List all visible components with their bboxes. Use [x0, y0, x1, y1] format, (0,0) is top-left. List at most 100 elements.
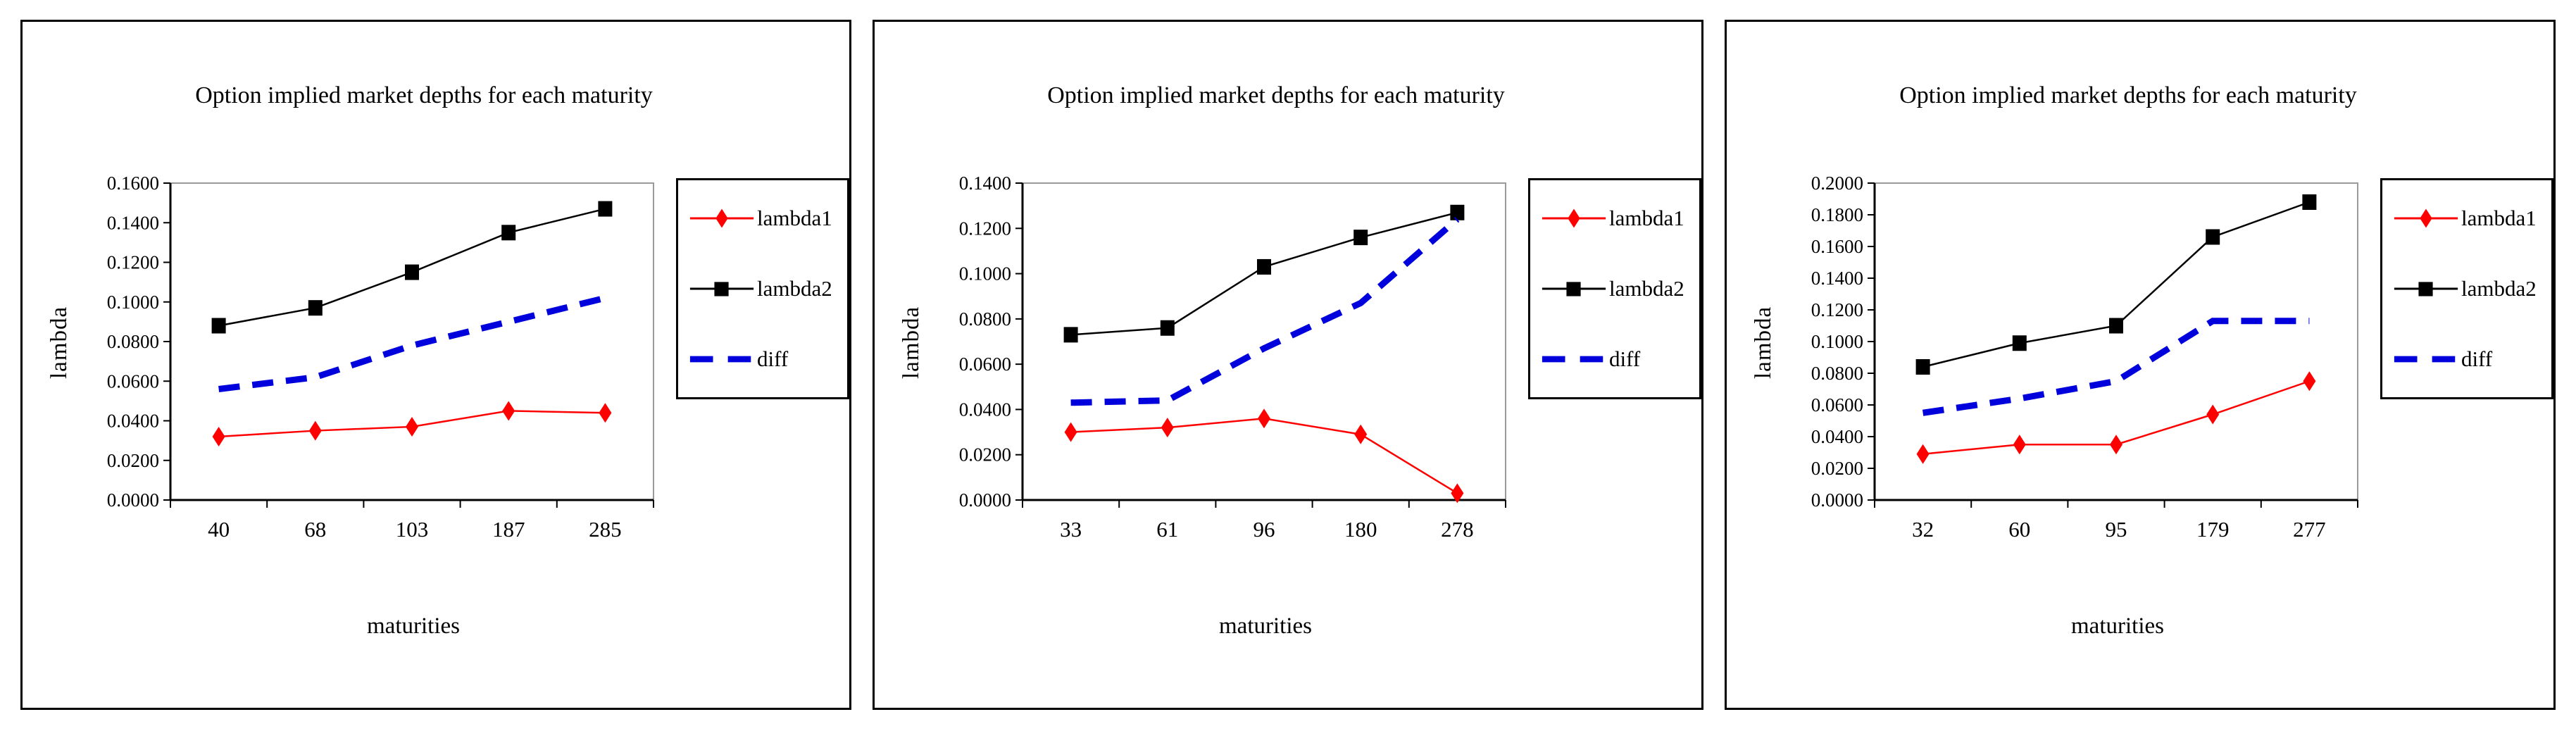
lambda2-marker: [1450, 204, 1465, 220]
legend-label: lambda1: [1609, 206, 1684, 230]
lambda2-marker: [2302, 194, 2317, 210]
chart-title: Option implied market depths for each ma…: [1047, 82, 1505, 108]
y-tick-label: 0.0200: [959, 444, 1011, 466]
y-tick-label: 0.2000: [1811, 173, 1863, 194]
chart-panel-1: Option implied market depths for each ma…: [20, 20, 851, 710]
lambda1-line-sample-icon: [1542, 208, 1606, 228]
x-tick-label: 32: [1912, 517, 1934, 542]
plot-area: 0.0000 0.0200 0.0400 0.0600 0.0800 0.1000 0.12…: [107, 173, 654, 542]
y-tick-label: 0.0600: [1811, 394, 1863, 416]
lambda1-marker: [2110, 435, 2122, 455]
y-tick-label: 0.1200: [107, 252, 159, 273]
lambda2-marker: [405, 264, 419, 280]
y-tick-label: 0.1200: [1811, 299, 1863, 320]
legend-item-lambda1: lambda1: [688, 199, 837, 238]
x-tick-label: 68: [304, 517, 326, 542]
legend-item-lambda1: lambda1: [2392, 199, 2541, 238]
lambda2-line-sample-icon: [2394, 282, 2458, 296]
lambda1-marker: [1064, 422, 1077, 442]
plot-area: 0.0000 0.0200 0.0400 0.0600 0.0800 0.1000 0.12…: [1811, 173, 2358, 542]
lambda2-marker: [2012, 335, 2027, 351]
y-tick-label: 0.0600: [107, 370, 159, 392]
lambda1-marker: [599, 403, 612, 423]
y-tick-label: 0.0200: [107, 450, 159, 471]
x-tick-label: 179: [2196, 517, 2230, 542]
y-axis-title: lambda: [1751, 306, 1776, 379]
plot-area: 0.0000 0.0200 0.0400 0.0600 0.0800 0.1000 0.12…: [959, 173, 1506, 542]
x-tick-label: 61: [1156, 517, 1178, 542]
lambda1-marker: [2013, 435, 2026, 455]
lambda2-marker: [501, 225, 516, 241]
y-axis-title: lambda: [899, 306, 924, 379]
diff-line-sample-icon: [689, 356, 754, 363]
chart-panel-3: Option implied market depths for each ma…: [1725, 20, 2556, 710]
lambda1-marker: [502, 401, 515, 421]
legend-label: diff: [757, 346, 789, 371]
plot-border: [1022, 182, 1506, 501]
lambda1-marker: [1258, 408, 1270, 429]
x-tick-label: 96: [1253, 517, 1275, 542]
x-tick-label: 278: [1441, 517, 1473, 542]
y-tick-label: 0.0000: [1811, 489, 1863, 511]
legend: lambda1 lambda2 diff: [1528, 178, 1701, 399]
chart-panel-2: Option implied market depths for each ma…: [873, 20, 1703, 710]
lambda2-marker: [1160, 320, 1175, 336]
y-tick-label: 0.1000: [107, 292, 159, 313]
lambda2-line-sample-icon: [1542, 282, 1606, 296]
lambda1-line-sample-icon: [689, 208, 754, 228]
y-tick-label: 0.0800: [107, 331, 159, 352]
lambda2-marker: [1257, 258, 1271, 275]
y-tick-label: 0.0600: [959, 354, 1011, 375]
plot-border: [170, 182, 654, 501]
chart-title: Option implied market depths for each ma…: [195, 82, 653, 108]
lambda2-sample-marker: [1566, 282, 1581, 296]
x-axis-title: maturities: [367, 613, 460, 639]
legend-label: lambda1: [2461, 206, 2537, 230]
lambda1-marker: [406, 416, 418, 437]
lambda2-sample-marker: [714, 282, 729, 296]
legend: lambda1 lambda2 diff: [2380, 178, 2553, 399]
lambda1-marker: [2206, 404, 2220, 425]
x-tick-label: 60: [2008, 517, 2030, 542]
y-tick-label: 0.0800: [959, 308, 1011, 330]
legend: lambda1 lambda2 diff: [676, 178, 849, 399]
lambda2-marker: [1063, 327, 1078, 343]
legend-label: diff: [2461, 346, 2493, 371]
y-tick-label: 0.1000: [959, 263, 1011, 285]
lambda1-marker: [1916, 444, 1930, 464]
legend-item-diff: diff: [688, 339, 837, 379]
legend-label: lambda1: [757, 206, 832, 230]
x-tick-label: 277: [2293, 517, 2326, 542]
lambda2-marker: [211, 318, 226, 334]
legend-item-lambda2: lambda2: [688, 269, 837, 308]
lambda1-sample-marker: [715, 208, 728, 228]
lambda1-line-sample-icon: [2394, 208, 2458, 228]
x-axis-title: maturities: [2071, 613, 2164, 639]
x-tick-label: 40: [208, 517, 230, 542]
lambda2-line-sample-icon: [689, 282, 754, 296]
lambda2-marker: [598, 201, 613, 217]
y-tick-label: 0.1000: [1811, 331, 1863, 352]
diff-line-sample-icon: [2394, 356, 2458, 363]
y-tick-label: 0.0800: [1811, 363, 1863, 384]
legend-item-lambda2: lambda2: [2392, 269, 2541, 308]
x-tick-label: 103: [396, 517, 429, 542]
legend-item-lambda1: lambda1: [1540, 199, 1689, 238]
lambda1-marker: [1354, 424, 1368, 444]
lambda2-marker: [2109, 318, 2123, 334]
diff-line: [1070, 217, 1460, 406]
lambda2-marker: [1915, 359, 1930, 375]
legend-item-lambda2: lambda2: [1540, 269, 1689, 308]
x-axis-title: maturities: [1219, 613, 1312, 639]
y-tick-label: 0.0200: [1811, 458, 1863, 479]
x-tick-label: 180: [1344, 517, 1377, 542]
lambda1-marker: [308, 420, 322, 441]
y-tick-label: 0.0000: [959, 489, 1011, 511]
y-tick-label: 0.0000: [107, 489, 159, 511]
lambda1-marker: [1161, 418, 1174, 438]
y-tick-label: 0.1200: [959, 218, 1011, 239]
x-tick-label: 285: [589, 517, 622, 542]
lambda1-marker: [2303, 371, 2316, 392]
legend-label: lambda2: [757, 276, 832, 301]
